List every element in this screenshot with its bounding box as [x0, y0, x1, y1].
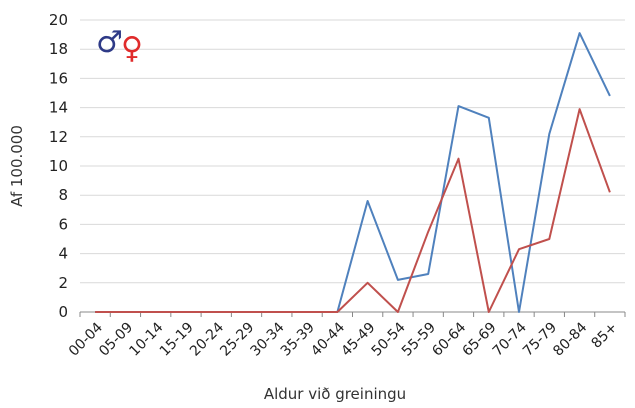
x-tick-label: 20-24 — [187, 319, 227, 359]
x-axis-title: Aldur við greiningu — [264, 385, 406, 403]
x-tick-label: 65-69 — [459, 320, 499, 360]
y-tick-label: 18 — [49, 40, 68, 58]
x-tick-label: 55-59 — [399, 320, 439, 360]
y-axis-ticks: 0 2 4 6 8 10 12 14 16 18 20 — [49, 11, 68, 321]
x-tick-label: 80-84 — [550, 319, 590, 359]
x-tick-label: 10-14 — [126, 319, 166, 359]
x-tick-label: 30-34 — [248, 319, 288, 359]
y-tick-label: 0 — [58, 303, 68, 321]
x-tick-label: 60-64 — [429, 319, 469, 359]
y-axis-title: Af 100.000 — [8, 125, 26, 207]
female-symbol-icon: ♀ — [121, 31, 143, 66]
x-tick-label: 75-79 — [520, 320, 560, 360]
series-group — [95, 32, 611, 313]
x-tick-label: 50-54 — [369, 319, 409, 359]
y-tick-label: 2 — [58, 274, 68, 292]
y-tick-label: 20 — [49, 11, 68, 29]
x-tick-label: 25-29 — [217, 320, 257, 360]
y-tick-label: 8 — [58, 186, 68, 204]
male-symbol-icon: ♂ — [96, 25, 123, 60]
x-tick-label: 15-19 — [157, 320, 197, 360]
x-tick-label: 40-44 — [308, 319, 348, 359]
series-line-female — [95, 108, 611, 313]
x-tick-label: 00-04 — [66, 319, 106, 359]
y-tick-label: 16 — [49, 69, 68, 87]
y-tick-label: 4 — [58, 245, 68, 263]
y-tick-label: 6 — [58, 215, 68, 233]
x-tick-label: 35-39 — [278, 320, 318, 360]
x-tick-label: 70-74 — [490, 319, 530, 359]
x-axis-ticks: 00-0405-0910-1415-1920-2425-2930-3435-39… — [66, 319, 621, 359]
y-tick-label: 10 — [49, 157, 68, 175]
y-tick-label: 14 — [49, 99, 68, 117]
series-line-male — [95, 32, 611, 313]
y-tick-label: 12 — [49, 128, 68, 146]
x-tick-label: 45-49 — [338, 320, 378, 360]
x-tick-label: 85+ — [588, 320, 620, 352]
x-tick-label: 05-09 — [96, 320, 136, 360]
grid-lines — [80, 19, 625, 284]
